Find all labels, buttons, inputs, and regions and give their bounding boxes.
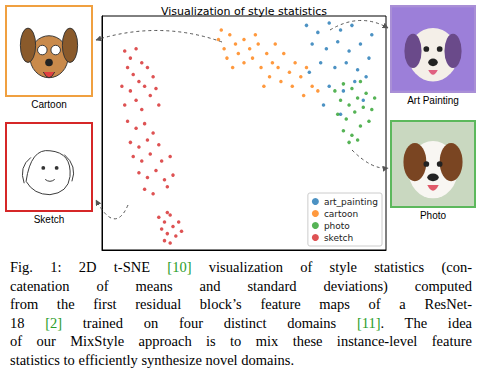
- html-text:of our MixStyle approach is to: of our MixStyle approach is to mix these…: [10, 333, 472, 349]
- html-text:Fig. 1: 2D t-SNE [10] visualiz: Fig. 1: 2D t-SNE [10] visualization of s…: [10, 259, 472, 275]
- html-text:Art Painting: Art Painting: [407, 95, 459, 106]
- html-text:18 [2] trained on four distinc: 18 [2] trained on four distinct domains …: [10, 314, 472, 331]
- html-text:Sketch: Sketch: [33, 214, 65, 225]
- svg-text:Visualization of style statist: Visualization of style statistics: [161, 5, 327, 18]
- html-text:catenation of means and standa: catenation of means and standard deviati…: [10, 277, 472, 294]
- svg-text:photo: photo: [324, 221, 350, 231]
- html-text:Cartoon: Cartoon: [31, 99, 67, 110]
- html-text:statistics to efficiently synt: statistics to efficiently synthesize nov…: [10, 351, 294, 368]
- svg-text:art_painting: art_painting: [324, 197, 378, 207]
- svg-text:cartoon: cartoon: [324, 209, 358, 219]
- svg-text:sketch: sketch: [324, 233, 353, 243]
- html-text:Photo: Photo: [419, 210, 447, 221]
- html-text:from the first residual block’: from the first residual block’s feature …: [10, 296, 472, 312]
